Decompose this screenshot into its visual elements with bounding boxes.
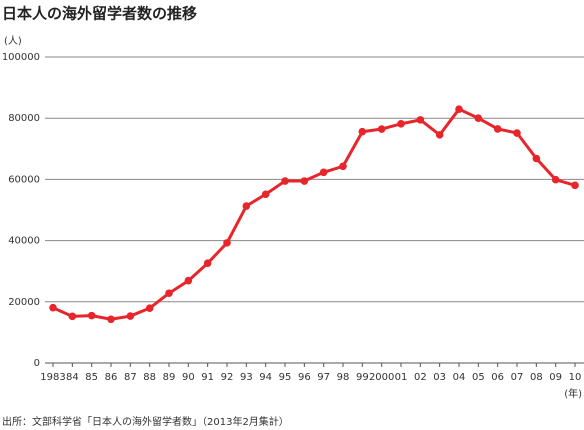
data-point <box>474 114 483 122</box>
data-point <box>300 177 309 185</box>
x-tick-label: 2000 <box>369 372 394 383</box>
x-tick-label: 96 <box>298 372 311 383</box>
data-line <box>52 107 576 321</box>
x-tick-label: 95 <box>279 372 292 383</box>
data-point <box>203 259 212 268</box>
data-point <box>184 276 193 285</box>
data-point <box>513 129 521 137</box>
x-tick-label: 04 <box>453 372 466 383</box>
data-point <box>358 127 367 136</box>
data-point <box>281 177 289 185</box>
x-tick-label: 08 <box>530 372 543 383</box>
data-point <box>377 125 386 133</box>
x-tick-label: 01 <box>395 372 408 383</box>
source-note: 出所：文部科学省「日本人の海外留学者数」（2013年2月集計） <box>2 415 289 428</box>
x-tick-label: 90 <box>182 372 195 383</box>
x-tick-label: 97 <box>317 372 330 383</box>
data-point <box>223 239 231 247</box>
x-tick-label: 03 <box>433 372 446 383</box>
x-tick-label: 89 <box>163 372 176 383</box>
data-point <box>397 120 405 128</box>
x-tick-label: 02 <box>414 372 427 383</box>
y-tick-label: 80000 <box>8 113 40 124</box>
data-point <box>145 304 154 312</box>
data-point <box>126 312 135 320</box>
data-point <box>532 154 541 163</box>
data-point <box>339 162 347 171</box>
x-tick-label: 88 <box>143 372 156 383</box>
data-point <box>551 175 560 184</box>
x-tick-label: 06 <box>491 372 504 383</box>
x-tick-label: 92 <box>221 372 234 383</box>
x-tick-label: 98 <box>337 372 350 383</box>
data-point <box>416 116 425 124</box>
y-tick-label: 40000 <box>8 236 40 247</box>
x-axis-label: (年) <box>564 387 582 400</box>
chart-title: 日本人の海外留学者数の推移 <box>2 5 197 23</box>
x-tick-label: 86 <box>105 372 118 383</box>
x-tick-label: 85 <box>85 372 98 383</box>
y-tick-label: 20000 <box>8 297 40 308</box>
x-tick-label: 05 <box>472 372 485 383</box>
y-axis-label: (人) <box>4 35 22 47</box>
data-point <box>455 105 463 113</box>
y-tick-label: 100000 <box>2 52 40 63</box>
data-point <box>435 131 444 139</box>
data-point <box>165 289 173 298</box>
y-tick-label: 0 <box>34 358 40 369</box>
data-point <box>107 315 115 324</box>
x-tick-label: 99 <box>356 372 369 383</box>
data-point <box>571 181 579 190</box>
x-tick-label: 1983 <box>40 372 65 383</box>
data-point <box>261 190 270 199</box>
data-point <box>319 168 328 177</box>
y-tick-label: 60000 <box>8 174 40 185</box>
x-tick-label: 93 <box>240 372 253 383</box>
data-point <box>68 312 77 321</box>
x-tick-label: 09 <box>549 372 562 383</box>
x-tick-label: 84 <box>66 372 79 383</box>
data-point <box>87 311 96 320</box>
x-tick-label: 94 <box>259 372 272 383</box>
data-point <box>493 125 502 133</box>
x-tick-label: 07 <box>511 372 524 383</box>
x-tick-label: 87 <box>124 372 137 383</box>
data-point <box>49 303 57 312</box>
x-tick-label: 10 <box>569 372 582 383</box>
data-point <box>242 202 251 210</box>
x-tick-label: 91 <box>201 372 214 383</box>
